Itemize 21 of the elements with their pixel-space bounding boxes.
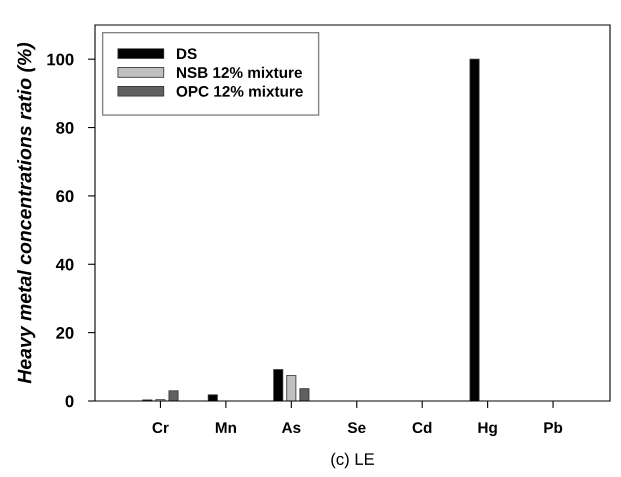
y-tick-label: 80: [56, 122, 74, 134]
x-tick-label: Cd: [412, 422, 432, 434]
x-tick-label: Hg: [478, 422, 497, 436]
y-axis-title: Heavy metal concentrations ratio (%): [17, 42, 36, 384]
text: (c) LE: [331, 452, 374, 468]
bar: [286, 374, 296, 401]
x-tick-label: As: [282, 422, 300, 434]
bar: [299, 388, 310, 401]
y-tick-label: 60: [56, 190, 74, 202]
legend-label: DS: [176, 48, 197, 60]
y-tick-label: 0: [66, 395, 74, 408]
bar: [168, 390, 179, 401]
y-tick-label: 100: [47, 54, 74, 66]
legend-label: NSB 12% mixture: [176, 66, 302, 78]
y-tick-label: 40: [56, 258, 74, 270]
legend-label: OPC 12% mixture: [176, 86, 303, 97]
x-tick-label: Mn: [216, 422, 236, 433]
x-tick-label: Se: [348, 422, 366, 434]
y-tick-label: 20: [56, 327, 74, 339]
x-tick-label: Cr: [152, 422, 169, 434]
x-tick-label: Pb: [544, 422, 562, 434]
